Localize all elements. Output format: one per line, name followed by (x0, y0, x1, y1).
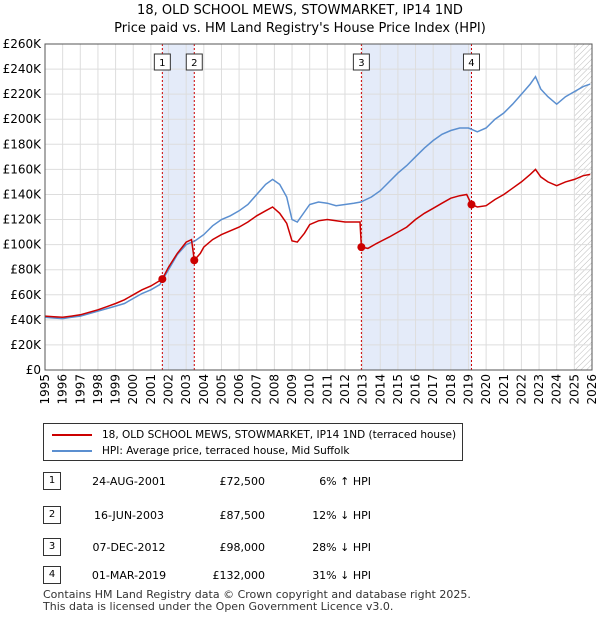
sale-hpi-diff: 6% ↑ HPI (319, 475, 371, 488)
sale-point (190, 256, 199, 265)
legend-item-property: 18, OLD SCHOOL MEWS, STOWMARKET, IP14 1N… (52, 427, 456, 442)
chart-subtitle: Price paid vs. HM Land Registry's House … (114, 21, 486, 36)
x-tick-label: 2012 (338, 374, 352, 405)
y-tick-label: £220K (3, 87, 43, 101)
x-tick-label: 2005 (214, 374, 228, 405)
legend-item-hpi: HPI: Average price, terraced house, Mid … (52, 443, 349, 458)
x-tick-label: 1999 (109, 374, 123, 405)
legend-swatch-hpi (52, 449, 92, 452)
y-tick-label: £160K (3, 162, 43, 176)
x-tick-label: 1996 (56, 374, 70, 405)
sale-marker-box (153, 53, 171, 71)
x-tick-label: 2018 (444, 374, 458, 405)
sale-number: 2 (43, 506, 61, 524)
x-tick-label: 2008 (267, 374, 281, 405)
y-tick-label: £60K (10, 288, 42, 302)
hpi-line (44, 75, 591, 320)
sale-marker-box (352, 53, 370, 71)
y-tick-label: £180K (3, 137, 43, 151)
sale-marker-label: 3 (358, 58, 364, 69)
footer-licence: This data is licensed under the Open Gov… (43, 600, 394, 613)
highlight-band (361, 44, 472, 370)
sale-date: 01-MAR-2019 (91, 569, 167, 582)
x-tick-label: 2009 (285, 374, 299, 405)
chart-legend: 18, OLD SCHOOL MEWS, STOWMARKET, IP14 1N… (43, 423, 463, 461)
y-tick-label: £40K (10, 313, 42, 327)
x-tick-label: 2017 (426, 374, 440, 405)
sale-hpi-diff: 31% ↓ HPI (312, 569, 371, 582)
sale-row: 2 16-JUN-2003 £87,500 12% ↓ HPI (43, 506, 483, 526)
footer: Contains HM Land Registry data © Crown c… (43, 589, 471, 613)
sale-marker-label: 2 (191, 58, 197, 69)
sale-row: 1 24-AUG-2001 £72,500 6% ↑ HPI (43, 472, 483, 492)
sale-number: 3 (43, 538, 61, 556)
x-tick-label: 2022 (514, 374, 528, 405)
x-tick-label: 2003 (179, 374, 193, 405)
x-tick-label: 2019 (461, 374, 475, 405)
x-tick-label: 2020 (479, 374, 493, 405)
x-tick-label: 2021 (497, 374, 511, 405)
sale-hpi-diff: 28% ↓ HPI (312, 541, 371, 554)
x-tick-label: 2006 (232, 374, 246, 405)
x-tick-label: 2026 (585, 374, 599, 405)
sale-date: 24-AUG-2001 (92, 475, 166, 488)
y-tick-label: £120K (3, 213, 43, 227)
sale-price: £72,500 (219, 475, 266, 488)
x-tick-label: 2000 (126, 374, 140, 405)
x-tick-label: 2001 (144, 374, 158, 405)
x-tick-label: 2024 (550, 374, 564, 405)
y-tick-label: £260K (3, 37, 43, 51)
sale-point (357, 243, 366, 252)
x-tick-label: 2014 (373, 374, 387, 405)
x-tick-label: 1995 (38, 374, 52, 405)
sale-marker-box (185, 53, 203, 71)
legend-swatch-property (52, 433, 92, 436)
y-tick-label: £80K (10, 263, 42, 277)
x-tick-label: 2025 (567, 374, 581, 405)
x-tick-label: 1998 (91, 374, 105, 405)
sale-price: £132,000 (212, 569, 266, 582)
sale-date: 07-DEC-2012 (92, 541, 166, 554)
sale-marker-label: 4 (468, 58, 474, 69)
chart-title: 18, OLD SCHOOL MEWS, STOWMARKET, IP14 1N… (137, 3, 463, 18)
sale-marker-box (462, 53, 480, 71)
sale-row: 4 01-MAR-2019 £132,000 31% ↓ HPI (43, 566, 483, 586)
y-tick-label: £240K (3, 62, 43, 76)
x-tick-label: 2023 (532, 374, 546, 405)
sale-price: £87,500 (219, 509, 266, 522)
sale-point (158, 275, 167, 284)
sale-hpi-diff: 12% ↓ HPI (312, 509, 371, 522)
x-tick-label: 2007 (250, 374, 264, 405)
sale-number: 4 (43, 566, 61, 584)
forecast-hatch (574, 44, 592, 370)
x-tick-label: 2004 (197, 374, 211, 405)
x-tick-label: 1997 (73, 374, 87, 405)
y-tick-label: £0 (26, 363, 41, 377)
sale-number: 1 (43, 472, 61, 490)
y-tick-label: £200K (3, 112, 43, 126)
x-tick-label: 2011 (320, 374, 334, 405)
sale-marker-label: 1 (159, 58, 165, 69)
highlight-band (162, 44, 195, 370)
legend-label-hpi: HPI: Average price, terraced house, Mid … (102, 444, 350, 457)
y-tick-label: £140K (3, 187, 43, 201)
plot-frame (44, 43, 593, 371)
price-chart: £0 £20K £40K £60K £80K £100K £120K £140K £160K £1… (3, 37, 599, 405)
y-tick-label: £100K (3, 238, 43, 252)
sale-date: 16-JUN-2003 (93, 509, 165, 522)
price-paid-line (44, 168, 591, 319)
sale-row: 3 07-DEC-2012 £98,000 28% ↓ HPI (43, 538, 483, 558)
legend-label-property: 18, OLD SCHOOL MEWS, STOWMARKET, IP14 1N… (102, 428, 457, 441)
x-tick-label: 2013 (356, 374, 370, 405)
sale-point (467, 200, 476, 209)
footer-copyright: Contains HM Land Registry data © Crown c… (43, 588, 471, 601)
x-tick-label: 2016 (409, 374, 423, 405)
sale-price: £98,000 (219, 541, 266, 554)
x-tick-label: 2015 (391, 374, 405, 405)
x-tick-label: 2010 (303, 374, 317, 405)
y-tick-label: £20K (10, 338, 42, 352)
x-tick-label: 2002 (162, 374, 176, 405)
